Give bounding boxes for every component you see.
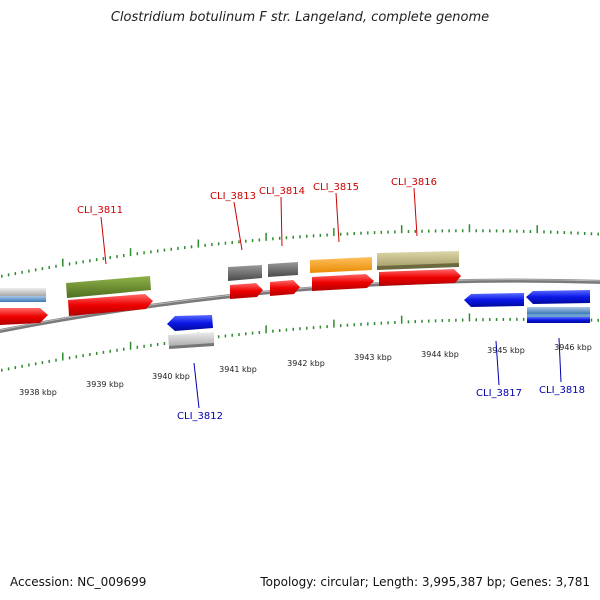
topology-summary: Topology: circular; Length: 3,995,387 bp… [260,575,590,589]
scale-label: 3940 kbp [152,372,190,381]
feature-dark-grey-2[interactable] [268,262,298,277]
feature-dark-grey-1[interactable] [228,265,262,281]
accession-text: Accession: NC_009699 [10,575,147,589]
scale-label: 3938 kbp [19,388,57,397]
feature-olive[interactable] [66,276,151,298]
gene-cli-3815[interactable] [312,274,374,291]
scale-labels: 3938 kbp 3939 kbp 3940 kbp 3941 kbp 3942… [19,343,592,397]
reverse-leader-lines [193,337,562,409]
label-cli-3814: CLI_3814 [259,186,305,197]
feature-partial-left[interactable] [0,288,48,325]
scale-label: 3942 kbp [287,359,325,368]
scale-label: 3943 kbp [354,353,392,362]
genome-backbone [0,278,600,334]
map-title: Clostridium botulinum F str. Langeland, … [110,10,490,25]
label-cli-3817: CLI_3817 [476,388,522,399]
feature-light-grey[interactable] [168,332,214,349]
scale-label: 3946 kbp [554,343,592,352]
label-cli-3811: CLI_3811 [77,205,123,216]
gene-cli-3814[interactable] [270,280,300,296]
scale-label: 3944 kbp [421,350,459,359]
scale-label: 3945 kbp [487,346,525,355]
feature-right-stack[interactable] [527,307,590,323]
gene-cli-3818[interactable] [526,290,590,304]
gene-cli-3816[interactable] [379,269,461,286]
label-cli-3812: CLI_3812 [177,411,223,422]
gene-cli-3812[interactable] [167,315,213,331]
label-cli-3816: CLI_3816 [391,177,437,188]
gene-cli-3813[interactable] [230,283,263,299]
gene-cli-3811[interactable] [68,294,153,316]
feature-khaki[interactable] [377,251,459,270]
label-cli-3818: CLI_3818 [539,385,585,396]
outer-tick-row [1,224,599,278]
label-cli-3813: CLI_3813 [210,191,256,202]
feature-orange[interactable] [310,257,372,273]
scale-label: 3939 kbp [86,380,124,389]
gene-cli-3817[interactable] [464,293,524,307]
label-cli-3815: CLI_3815 [313,182,359,193]
scale-label: 3941 kbp [219,365,257,374]
forward-leader-lines [100,187,418,265]
